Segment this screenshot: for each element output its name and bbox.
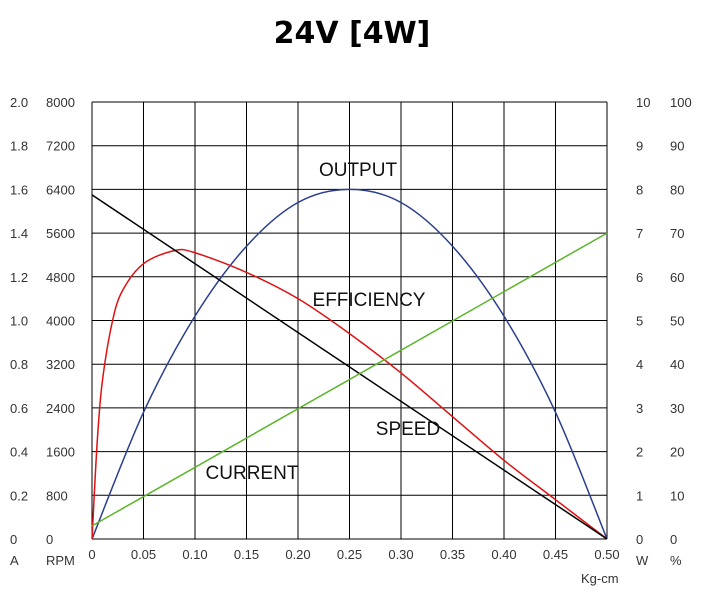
speed-curve	[91, 194, 608, 540]
current-tick-label: 1.6	[10, 182, 28, 197]
efficiency-tick-label: 100	[670, 95, 692, 110]
speed-tick-label: 1600	[46, 445, 75, 460]
output-axis-unit: W	[636, 553, 649, 568]
efficiency-tick-label: 10	[670, 488, 684, 503]
output-tick-label: 6	[636, 270, 643, 285]
efficiency-tick-label: 80	[670, 182, 684, 197]
output-tick-label: 5	[636, 314, 643, 329]
efficiency-tick-label: 70	[670, 226, 684, 241]
efficiency-axis-unit: %	[670, 553, 682, 568]
efficiency-tick-label: 50	[670, 314, 684, 329]
current-tick-label: 1.4	[10, 226, 28, 241]
current-axis-unit: A	[10, 553, 19, 568]
speed-tick-label: 6400	[46, 182, 75, 197]
speed-tick-label: 7200	[46, 139, 75, 154]
efficiency-curve-label: EFFICIENCY	[313, 290, 426, 311]
current-tick-label: 0.6	[10, 401, 28, 416]
output-tick-label: 2	[636, 445, 643, 460]
current-tick-label: 0.8	[10, 357, 28, 372]
speed-tick-label: 4800	[46, 270, 75, 285]
x-axis-label: Kg-cm	[581, 571, 619, 586]
output-curve	[91, 188, 608, 540]
efficiency-curve	[91, 248, 608, 540]
plot-grid	[91, 101, 608, 540]
output-tick-label: 8	[636, 182, 643, 197]
output-curve-label: OUTPUT	[319, 160, 398, 181]
speed-axis-unit: RPM	[46, 553, 75, 568]
speed-tick-label: 2400	[46, 401, 75, 416]
output-tick-label: 9	[636, 139, 643, 154]
current-tick-label: 1.0	[10, 314, 28, 329]
speed-tick-label: 3200	[46, 357, 75, 372]
x-tick-label: 0.30	[388, 547, 413, 562]
x-tick-label: 0.45	[543, 547, 568, 562]
current-tick-label: 0.2	[10, 488, 28, 503]
chart-title: 24V [4W]	[274, 16, 431, 51]
speed-tick-label: 4000	[46, 314, 75, 329]
current-tick-label: 1.8	[10, 139, 28, 154]
x-tick-label: 0.10	[182, 547, 207, 562]
speed-tick-label: 800	[46, 488, 68, 503]
current-tick-label: 1.2	[10, 270, 28, 285]
efficiency-tick-label: 30	[670, 401, 684, 416]
x-tick-label: 0.35	[440, 547, 465, 562]
current-curve-label: CURRENT	[206, 463, 299, 484]
speed-tick-label: 0	[46, 532, 53, 547]
output-tick-label: 7	[636, 226, 643, 241]
efficiency-tick-label: 90	[670, 139, 684, 154]
efficiency-tick-label: 60	[670, 270, 684, 285]
x-tick-label: 0.40	[491, 547, 516, 562]
x-tick-label: 0.05	[131, 547, 156, 562]
x-tick-label: 0	[88, 547, 95, 562]
x-tick-label: 0.50	[594, 547, 619, 562]
speed-curve-label: SPEED	[376, 419, 440, 440]
current-curve	[91, 232, 608, 527]
x-tick-label: 0.15	[234, 547, 259, 562]
efficiency-tick-label: 20	[670, 445, 684, 460]
output-tick-label: 0	[636, 532, 643, 547]
output-tick-label: 1	[636, 488, 643, 503]
x-tick-label: 0.25	[337, 547, 362, 562]
output-tick-label: 3	[636, 401, 643, 416]
efficiency-tick-label: 40	[670, 357, 684, 372]
speed-tick-label: 8000	[46, 95, 75, 110]
output-tick-label: 10	[636, 95, 650, 110]
current-tick-label: 0	[10, 532, 17, 547]
efficiency-tick-label: 0	[670, 532, 677, 547]
output-tick-label: 4	[636, 357, 643, 372]
speed-tick-label: 5600	[46, 226, 75, 241]
current-tick-label: 2.0	[10, 95, 28, 110]
tick-labels: 00.20.40.60.81.01.21.41.61.82.0080016002…	[10, 95, 692, 562]
x-tick-label: 0.20	[285, 547, 310, 562]
curves	[91, 188, 608, 540]
current-tick-label: 0.4	[10, 445, 28, 460]
